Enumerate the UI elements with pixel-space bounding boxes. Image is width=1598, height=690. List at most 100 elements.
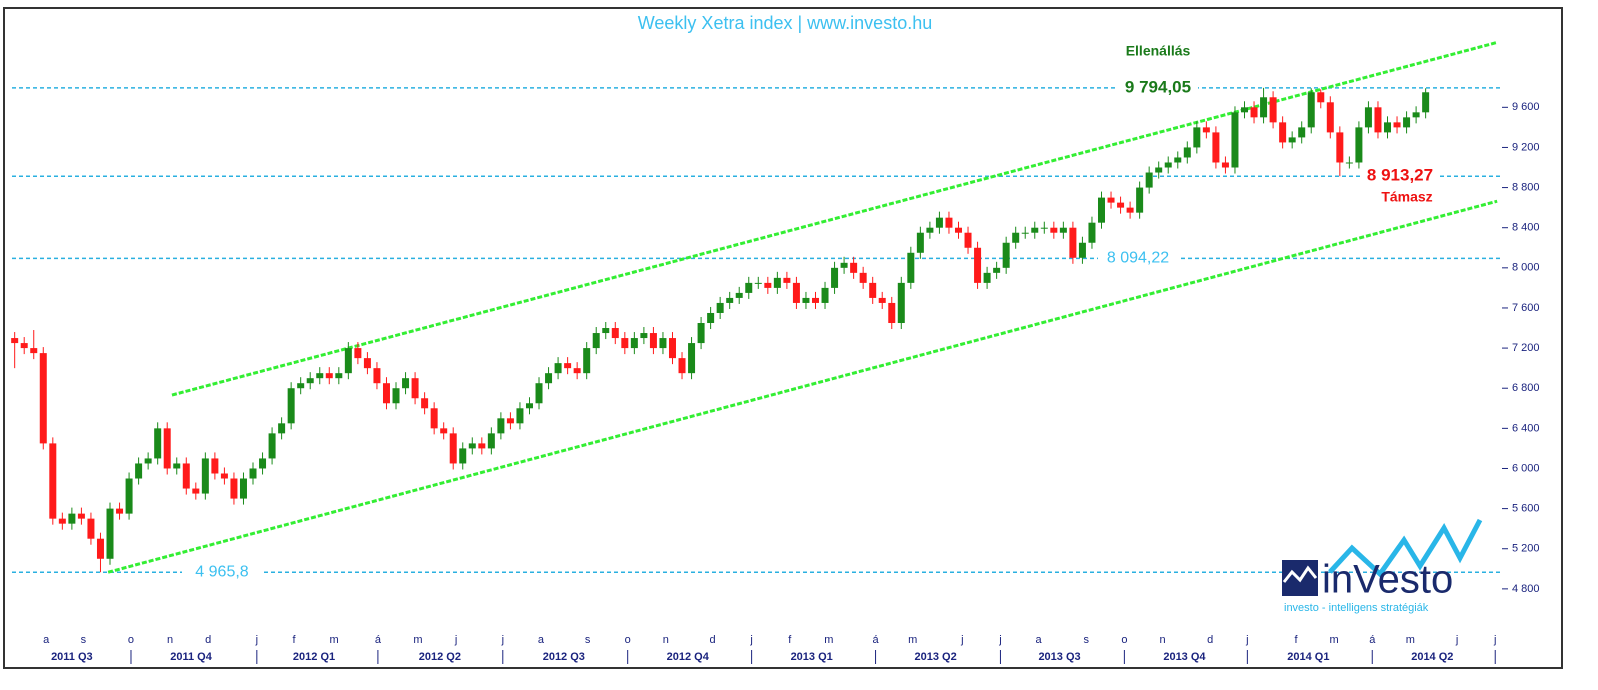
month-label: m xyxy=(1406,634,1415,646)
candle-body xyxy=(354,348,362,359)
candle-body xyxy=(96,538,104,559)
y-tick-label: 4 800 xyxy=(1512,583,1540,595)
candle-body xyxy=(1288,137,1296,143)
candle-body xyxy=(440,428,448,434)
candle-body xyxy=(983,272,991,283)
month-label: o xyxy=(128,634,134,646)
logo-mountain xyxy=(1282,565,1318,583)
candle-body xyxy=(211,458,219,474)
candle-body xyxy=(1317,92,1325,103)
candle-body xyxy=(325,373,333,379)
candle-body xyxy=(58,518,66,524)
candle-body xyxy=(468,443,476,449)
candle-body xyxy=(335,373,343,379)
quarter-label: 2011 Q3 xyxy=(51,651,93,663)
candle-body xyxy=(144,458,152,464)
resistance-label: Ellenállás xyxy=(1126,43,1191,59)
candle-body xyxy=(1107,197,1115,203)
candle-body xyxy=(1069,227,1077,258)
candle-body xyxy=(1126,207,1134,213)
candle-body xyxy=(77,513,85,519)
candle-body xyxy=(497,418,505,434)
candle-body xyxy=(535,383,543,404)
month-label: j xyxy=(960,634,963,646)
logo: inVesto investo - intelligens stratégiák xyxy=(1282,518,1483,614)
candle-body xyxy=(20,343,28,349)
candle-body xyxy=(773,277,781,288)
y-tick-label: 8 000 xyxy=(1512,262,1540,274)
candle-body xyxy=(316,373,324,379)
candle-body xyxy=(1145,172,1153,188)
candle-body xyxy=(888,302,896,324)
logo-zigzag xyxy=(1328,518,1483,578)
candle-body xyxy=(954,227,962,233)
candle-body xyxy=(592,333,600,349)
month-label: o xyxy=(625,634,631,646)
candle-body xyxy=(811,297,819,303)
trendline xyxy=(107,199,1498,574)
y-tick-label: 6 400 xyxy=(1512,422,1540,434)
candle-body xyxy=(964,232,972,248)
candle-body xyxy=(1412,112,1420,118)
candle-body xyxy=(1374,107,1382,133)
candle-body xyxy=(516,408,524,424)
candle-body xyxy=(30,348,38,354)
candle-body xyxy=(630,338,638,349)
candle-body xyxy=(297,383,305,389)
candle-body xyxy=(487,433,495,449)
quarter-label: 2012 Q3 xyxy=(543,651,585,663)
level-label-bg xyxy=(1118,77,1198,98)
candle-body xyxy=(421,398,429,409)
candle-body xyxy=(697,323,705,344)
candle-body xyxy=(373,368,381,384)
candle-body xyxy=(154,428,162,459)
candle-body xyxy=(1117,202,1125,208)
month-label: j xyxy=(501,634,504,646)
candle-body xyxy=(1097,197,1105,223)
candle-body xyxy=(1326,102,1334,133)
candle-body xyxy=(182,463,190,489)
candle-body xyxy=(125,478,133,514)
candle-body xyxy=(1040,227,1048,229)
candle-body xyxy=(1221,162,1229,168)
candle-body xyxy=(1298,127,1306,138)
candle-body xyxy=(583,348,591,374)
candle-body xyxy=(564,363,572,369)
chart-title: Weekly Xetra index | www.investo.hu xyxy=(638,13,932,33)
level-label: 9 794,05 xyxy=(1125,77,1191,96)
candle-body xyxy=(173,463,181,469)
quarter-label: 2013 Q2 xyxy=(915,651,957,663)
y-tick-label: 9 600 xyxy=(1512,101,1540,113)
month-label: s xyxy=(585,634,591,646)
candle-body xyxy=(745,282,753,293)
y-tick-label: 5 600 xyxy=(1512,503,1540,515)
candle-body xyxy=(430,408,438,429)
month-label: s xyxy=(81,634,87,646)
candle-body xyxy=(1174,157,1182,163)
candle-body xyxy=(382,383,390,404)
y-tick-label: 9 200 xyxy=(1512,141,1540,153)
candle-body xyxy=(726,297,734,303)
quarter-label: 2011 Q4 xyxy=(170,651,212,663)
month-label: á xyxy=(375,634,382,646)
candle-body xyxy=(792,282,800,303)
candle-body xyxy=(506,418,514,424)
level-label: 4 965,8 xyxy=(195,563,248,580)
candle-body xyxy=(1403,117,1411,128)
support-label: Támasz xyxy=(1381,189,1432,205)
month-label: n xyxy=(1159,634,1165,646)
month-label: j xyxy=(749,634,752,646)
candle-body xyxy=(897,282,905,324)
candle-body xyxy=(1021,232,1029,234)
candle-body xyxy=(1345,162,1353,164)
candle-body xyxy=(1384,122,1392,133)
candle-body xyxy=(1364,107,1372,128)
candle-body xyxy=(201,458,209,494)
candle-body xyxy=(688,343,696,374)
candle-body xyxy=(49,443,57,519)
candle-body xyxy=(554,363,562,374)
candle-body xyxy=(230,478,238,499)
candle-body xyxy=(1307,92,1315,128)
candle-body xyxy=(678,358,686,374)
candle-body xyxy=(831,267,839,288)
